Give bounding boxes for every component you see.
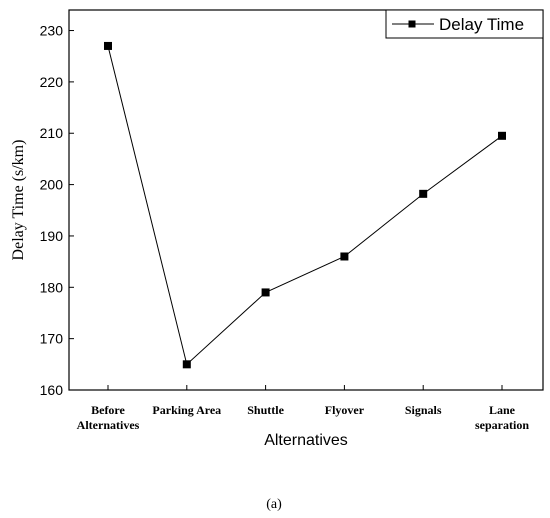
data-point bbox=[104, 41, 112, 50]
x-axis: Before Alternatives Parking Area Shuttle Fly… bbox=[77, 385, 529, 432]
legend-box bbox=[385, 9, 544, 39]
y-tick-label: 230 bbox=[40, 23, 64, 39]
legend: Delay Time bbox=[385, 9, 544, 39]
legend-marker-square bbox=[408, 20, 416, 28]
series-delay-time bbox=[104, 41, 506, 369]
y-tick-label: 220 bbox=[40, 74, 64, 90]
series-line bbox=[107, 45, 503, 366]
x-tick-label: Signals bbox=[405, 403, 442, 417]
x-tick-label: Lane separation bbox=[475, 403, 529, 432]
plot-frame bbox=[68, 9, 544, 391]
y-tick-label: 160 bbox=[40, 382, 64, 398]
y-axis: 160 170 180 190 200 210 220 230 bbox=[40, 23, 74, 398]
x-tick-label: Shuttle bbox=[247, 403, 284, 417]
legend-label: Delay Time bbox=[439, 15, 524, 34]
x-axis-title: Alternatives bbox=[264, 432, 348, 449]
data-point bbox=[419, 189, 428, 198]
y-axis-title: Delay Time (s/km) bbox=[10, 140, 27, 261]
data-point bbox=[182, 360, 191, 369]
figure-caption: (a) bbox=[266, 497, 282, 512]
y-tick-label: 170 bbox=[40, 331, 64, 347]
data-point bbox=[261, 288, 270, 297]
x-tick-label: Parking Area bbox=[152, 403, 221, 417]
data-point bbox=[340, 252, 349, 261]
x-tick-label: Flyover bbox=[325, 403, 365, 417]
x-tick-label: Before Alternatives bbox=[77, 403, 140, 432]
y-tick-label: 180 bbox=[40, 279, 64, 295]
y-tick-label: 200 bbox=[40, 177, 64, 193]
data-point bbox=[498, 131, 506, 140]
y-tick-label: 190 bbox=[40, 228, 64, 244]
y-tick-label: 210 bbox=[40, 125, 64, 141]
